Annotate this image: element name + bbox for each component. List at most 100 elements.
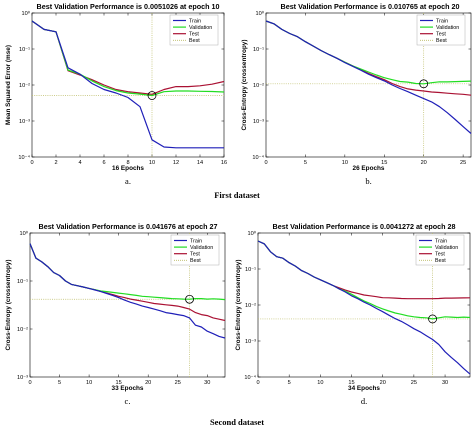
y-tick-label: 10⁻² <box>253 83 264 89</box>
x-tick-label: 2 <box>54 160 57 166</box>
x-tick-label: 0 <box>28 380 31 386</box>
x-tick-label: 5 <box>58 380 61 386</box>
y-tick-label: 10⁻² <box>245 303 256 309</box>
x-tick-label: 15 <box>381 160 387 166</box>
chart-panel-4: Best Validation Performance is 0.0041272… <box>235 222 471 406</box>
x-tick-label: 10 <box>149 160 155 166</box>
dataset-label-first: First dataset <box>214 190 260 200</box>
best-point-marker <box>185 294 194 304</box>
x-axis-label: 26 Epochs <box>353 165 385 172</box>
x-tick-label: 8 <box>126 160 129 166</box>
x-tick-label: 30 <box>204 380 210 386</box>
y-tick-label: 10⁰ <box>20 230 29 237</box>
chart-panel-3: Best Validation Performance is 0.041676 … <box>5 222 226 406</box>
series-line-train <box>257 240 471 375</box>
y-tick-label: 10⁻¹ <box>253 47 264 53</box>
x-tick-label: 5 <box>288 380 291 386</box>
x-tick-label: 10 <box>86 380 92 386</box>
best-point-marker <box>419 79 429 89</box>
panel-label: b. <box>365 176 371 186</box>
x-tick-label: 20 <box>145 380 151 386</box>
x-tick-label: 20 <box>421 160 427 166</box>
y-tick-label: 10⁰ <box>22 10 31 17</box>
y-tick-label: 10⁻⁴ <box>244 374 256 381</box>
y-tick-label: 10⁻² <box>17 327 28 333</box>
x-tick-label: 15 <box>116 380 122 386</box>
legend-label-validation: Validation <box>190 245 213 251</box>
legend-label-train: Train <box>189 18 201 24</box>
x-axis-label: 33 Epochs <box>112 385 144 392</box>
chart-title: Best Validation Performance is 0.0051026… <box>37 2 220 11</box>
x-tick-label: 0 <box>256 380 259 386</box>
y-tick-label: 10⁻¹ <box>17 279 28 285</box>
y-tick-label: 10⁻³ <box>19 119 30 125</box>
legend-label-validation: Validation <box>435 245 458 251</box>
y-tick-label: 10⁻⁴ <box>18 154 30 161</box>
chart-title: Best Validation Performance is 0.041676 … <box>39 222 218 231</box>
x-tick-label: 0 <box>30 160 33 166</box>
y-axis-label: Mean Squared Error (mse) <box>5 45 12 125</box>
x-tick-label: 25 <box>460 160 466 166</box>
series-line-train <box>31 20 224 149</box>
y-axis-label: Cross-Entropy (crossentropy) <box>235 260 242 351</box>
legend-label-test: Test <box>190 252 200 258</box>
legend-label-validation: Validation <box>189 25 212 31</box>
y-axis-label: Cross-Entropy (crossentropy) <box>241 40 248 131</box>
y-tick-label: 10⁻¹ <box>19 47 30 53</box>
legend-label-validation: Validation <box>436 25 459 31</box>
x-tick-label: 30 <box>442 380 448 386</box>
x-tick-label: 25 <box>411 380 417 386</box>
x-tick-label: 0 <box>264 160 267 166</box>
x-tick-label: 10 <box>342 160 348 166</box>
y-axis-label: Cross-Entropy (crossentropy) <box>5 260 12 351</box>
x-tick-label: 12 <box>173 160 179 166</box>
x-tick-label: 6 <box>102 160 105 166</box>
legend-label-test: Test <box>436 32 446 38</box>
best-point-marker <box>428 314 437 324</box>
panel-label: d. <box>361 396 367 406</box>
legend-label-test: Test <box>189 32 199 38</box>
x-axis-label: 34 Epochs <box>348 385 380 392</box>
x-tick-label: 14 <box>197 160 203 166</box>
y-tick-label: 10⁰ <box>256 10 265 17</box>
y-tick-label: 10⁰ <box>248 230 257 237</box>
y-tick-label: 10⁻⁴ <box>252 154 264 161</box>
x-tick-label: 10 <box>317 380 323 386</box>
chart-panels: Best Validation Performance is 0.0051026… <box>5 2 472 406</box>
legend-label-train: Train <box>435 238 447 244</box>
chart-title: Best Validation Performance is 0.010765 … <box>281 2 460 11</box>
legend-label-best: Best <box>435 258 446 264</box>
y-tick-label: 10⁻³ <box>17 375 28 381</box>
series-line-train <box>29 243 226 339</box>
dataset-label-second: Second dataset <box>210 417 264 427</box>
legend-label-train: Train <box>436 18 448 24</box>
legend-label-train: Train <box>190 238 202 244</box>
y-tick-label: 10⁻³ <box>253 119 264 125</box>
x-tick-label: 20 <box>380 380 386 386</box>
x-tick-label: 16 <box>221 160 227 166</box>
chart-panel-2: Best Validation Performance is 0.010765 … <box>241 2 472 186</box>
x-tick-label: 15 <box>348 380 354 386</box>
y-tick-label: 10⁻² <box>19 83 30 89</box>
y-tick-label: 10⁻³ <box>245 339 256 345</box>
legend-label-best: Best <box>189 38 200 44</box>
chart-panel-1: Best Validation Performance is 0.0051026… <box>5 2 227 186</box>
panel-label: a. <box>125 176 131 186</box>
y-tick-label: 10⁻¹ <box>245 267 256 273</box>
x-axis-label: 16 Epochs <box>112 165 144 172</box>
chart-title: Best Validation Performance is 0.0041272… <box>273 222 456 231</box>
legend-label-best: Best <box>190 258 201 264</box>
legend-label-best: Best <box>436 38 447 44</box>
x-tick-label: 4 <box>78 160 81 166</box>
series-line-train <box>265 20 472 134</box>
x-tick-label: 25 <box>175 380 181 386</box>
best-point-marker <box>147 91 157 100</box>
x-tick-label: 5 <box>304 160 307 166</box>
legend-label-test: Test <box>435 252 445 258</box>
panel-label: c. <box>125 396 131 406</box>
